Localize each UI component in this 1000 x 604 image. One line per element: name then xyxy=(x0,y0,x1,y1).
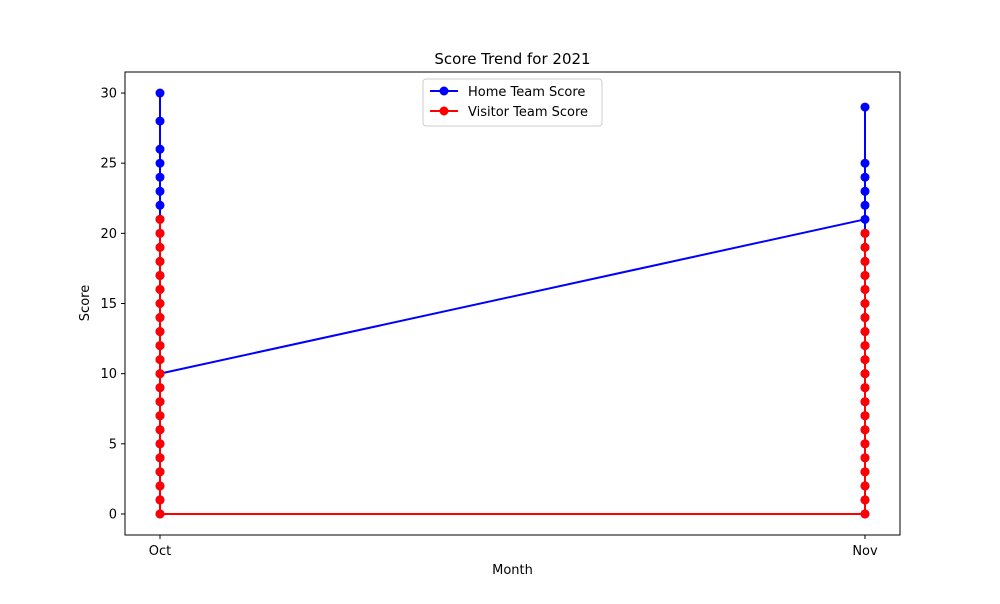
y-tick-label: 20 xyxy=(100,227,117,242)
data-point-visitor xyxy=(155,369,165,379)
axis-ticks: 0 5 10 15 20 25 30 Oct Nov xyxy=(100,87,878,559)
data-point-visitor xyxy=(155,481,165,491)
data-point-visitor xyxy=(860,439,870,449)
data-point-visitor xyxy=(155,313,165,323)
data-point-visitor xyxy=(155,256,165,266)
data-point-visitor xyxy=(860,284,870,294)
data-point-visitor xyxy=(860,411,870,421)
data-point-visitor xyxy=(860,270,870,280)
x-axis-label: Month xyxy=(492,563,533,578)
data-point-visitor xyxy=(155,214,165,224)
x-tick-label: Oct xyxy=(149,544,171,559)
data-point-visitor xyxy=(860,397,870,407)
data-point-visitor xyxy=(155,425,165,435)
data-point-visitor xyxy=(860,383,870,393)
data-point-home xyxy=(860,102,870,112)
data-point-visitor xyxy=(155,411,165,421)
data-point-visitor xyxy=(155,242,165,252)
data-point-home xyxy=(155,116,165,126)
data-point-visitor xyxy=(155,270,165,280)
data-point-visitor xyxy=(860,467,870,477)
plot-frame xyxy=(124,71,901,536)
data-point-home xyxy=(155,186,165,196)
data-point-visitor xyxy=(155,355,165,365)
data-point-visitor xyxy=(860,327,870,337)
legend-marker-visitor xyxy=(439,106,449,116)
data-point-home xyxy=(860,158,870,168)
y-axis-label: Score xyxy=(78,285,93,321)
data-point-home xyxy=(155,88,165,98)
data-point-visitor xyxy=(155,397,165,407)
data-point-home xyxy=(860,200,870,210)
data-point-visitor xyxy=(860,242,870,252)
data-point-visitor xyxy=(860,425,870,435)
data-point-visitor xyxy=(155,495,165,505)
data-point-home xyxy=(860,186,870,196)
y-tick-label: 10 xyxy=(100,367,117,382)
data-point-visitor xyxy=(155,341,165,351)
y-tick-label: 5 xyxy=(109,437,117,452)
x-tick-label: Nov xyxy=(852,544,878,559)
chart-title: Score Trend for 2021 xyxy=(434,50,590,68)
data-point-visitor xyxy=(860,509,870,519)
data-point-home xyxy=(155,158,165,168)
data-point-home xyxy=(155,144,165,154)
y-tick-label: 15 xyxy=(100,297,117,312)
data-point-home xyxy=(155,172,165,182)
data-point-visitor xyxy=(860,453,870,463)
data-point-visitor xyxy=(860,228,870,238)
data-point-home xyxy=(860,172,870,182)
data-point-home xyxy=(860,214,870,224)
data-point-visitor xyxy=(860,369,870,379)
data-point-visitor xyxy=(155,228,165,238)
y-tick-label: 0 xyxy=(109,507,117,522)
data-point-home xyxy=(155,200,165,210)
data-point-visitor xyxy=(155,509,165,519)
data-point-visitor xyxy=(155,383,165,393)
data-point-visitor xyxy=(860,313,870,323)
data-point-visitor xyxy=(860,355,870,365)
legend: Home Team Score Visitor Team Score xyxy=(422,78,603,127)
y-tick-label: 25 xyxy=(100,157,117,172)
data-point-visitor xyxy=(860,256,870,266)
data-point-visitor xyxy=(155,284,165,294)
legend-box xyxy=(422,78,603,127)
data-point-visitor xyxy=(860,481,870,491)
data-point-visitor xyxy=(155,439,165,449)
legend-label-home: Home Team Score xyxy=(468,85,585,100)
data-point-visitor xyxy=(155,327,165,337)
y-tick-label: 30 xyxy=(100,87,117,102)
data-point-visitor xyxy=(155,453,165,463)
legend-label-visitor: Visitor Team Score xyxy=(468,105,588,120)
legend-marker-home xyxy=(439,86,449,96)
data-point-visitor xyxy=(155,467,165,477)
data-point-visitor xyxy=(860,299,870,308)
plot-series xyxy=(155,88,870,519)
data-point-visitor xyxy=(155,299,165,308)
data-point-visitor xyxy=(860,341,870,351)
data-point-visitor xyxy=(860,495,870,505)
